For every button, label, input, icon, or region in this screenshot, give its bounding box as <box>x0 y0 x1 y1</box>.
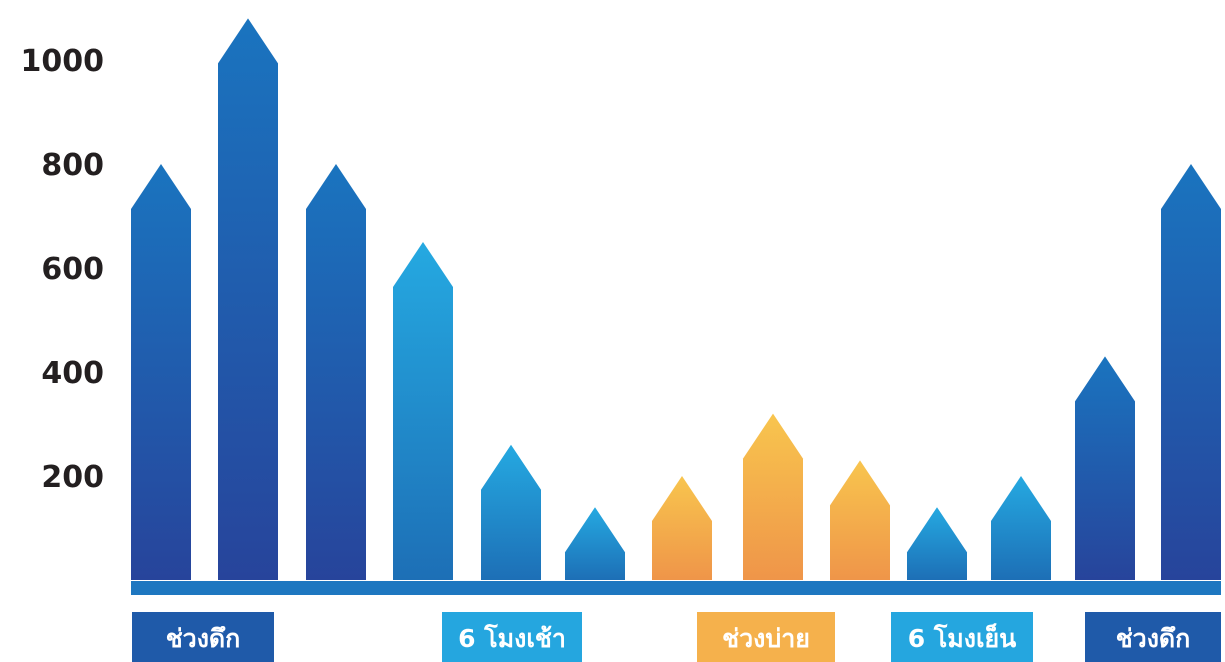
bar <box>131 164 191 580</box>
period-label-bg <box>132 612 274 662</box>
bar <box>393 242 453 580</box>
bar <box>565 507 625 580</box>
period-label-bg <box>442 612 582 662</box>
bar <box>907 507 967 580</box>
period-label: ช่วงดึก <box>1085 612 1221 662</box>
period-labels: ช่วงดึก 6 โมงเช้า ช่วงบ่าย 6 โมงเย็น ช่วงดึก <box>132 612 1221 662</box>
period-label-text: ช่วงดึก <box>1116 624 1191 653</box>
period-label: 6 โมงเช้า <box>442 612 582 662</box>
period-label: 6 โมงเย็น <box>891 612 1033 662</box>
period-label-bg <box>891 612 1033 662</box>
period-label-text: 6 โมงเช้า <box>458 623 566 653</box>
period-label-text: 6 โมงเย็น <box>908 623 1017 653</box>
period-label-bg <box>697 612 835 662</box>
bar <box>1075 356 1135 580</box>
bar <box>1161 164 1221 580</box>
baseline <box>131 581 1221 595</box>
period-label-text: ช่วงดึก <box>166 624 241 653</box>
y-axis-ticks: 200 400 600 800 1000 <box>21 44 105 495</box>
bar <box>991 476 1051 580</box>
period-label-bg <box>1085 612 1221 662</box>
bar <box>306 164 366 580</box>
y-tick-label: 800 <box>41 148 104 183</box>
bar <box>830 460 890 580</box>
y-tick-label: 600 <box>41 252 104 287</box>
bar <box>218 18 278 580</box>
bar <box>481 444 541 580</box>
period-label: ช่วงดึก <box>132 612 274 662</box>
period-label: ช่วงบ่าย <box>697 612 835 662</box>
period-label-text: ช่วงบ่าย <box>722 624 810 653</box>
y-tick-label: 1000 <box>21 44 105 79</box>
bars <box>131 18 1221 580</box>
y-tick-label: 200 <box>41 460 104 495</box>
y-tick-label: 400 <box>41 356 104 391</box>
bar <box>743 413 803 580</box>
bar <box>652 476 712 580</box>
